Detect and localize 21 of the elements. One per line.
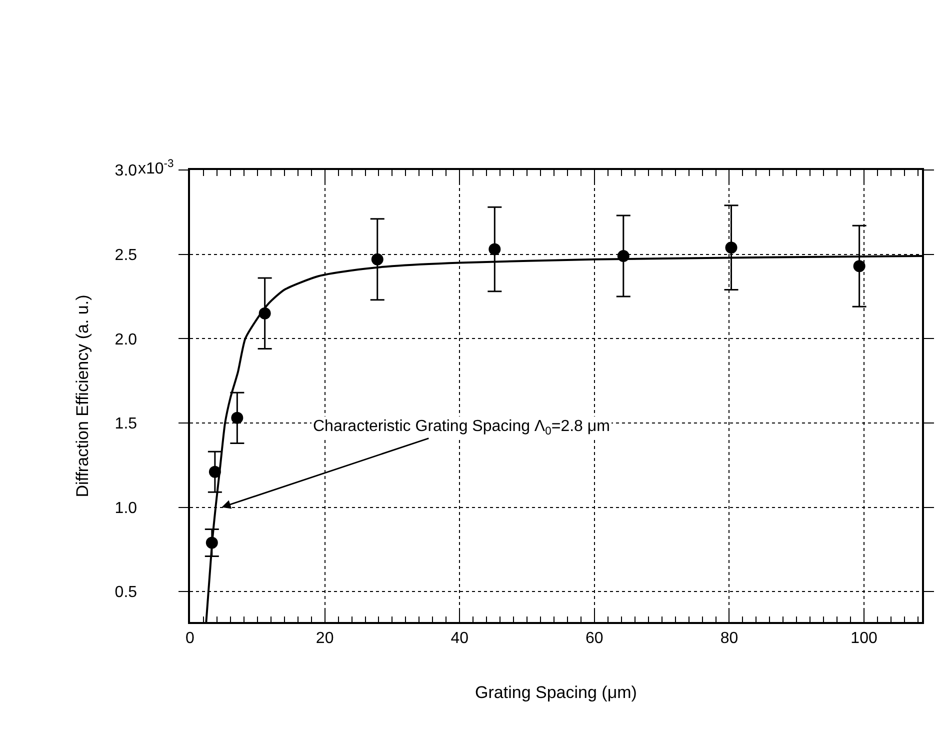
point [371,253,384,266]
y-tick-label: 1.5 [114,416,138,433]
annotation: Characteristic Grating Spacing Λ$_{0}$=2.8 μm [313,418,610,438]
point [231,412,244,424]
x-tick-label: 0 [186,630,195,647]
point [853,260,866,272]
point [488,243,501,256]
x-tick-label: 60 [586,630,604,647]
y-tick-label: 3.0 [114,162,138,180]
x-tick-label: 100 [850,630,878,647]
point [725,242,738,254]
y-axis-title: Diffraction Efficiency (a. u.) [72,294,92,498]
x-tick-label: 80 [720,630,738,647]
y-tick-label: 0.5 [114,584,138,602]
y-tick-label: 2.0 [114,331,138,348]
y-tick-label: 1.0 [114,500,138,517]
x-axis-title: Grating Spacing (μm) [475,682,637,702]
y-tick-label: 2.5 [114,246,138,264]
x-tick-label: 20 [316,630,334,647]
text: x10$^{-3}$ [138,158,174,178]
x-tick-label: 40 [450,630,469,647]
